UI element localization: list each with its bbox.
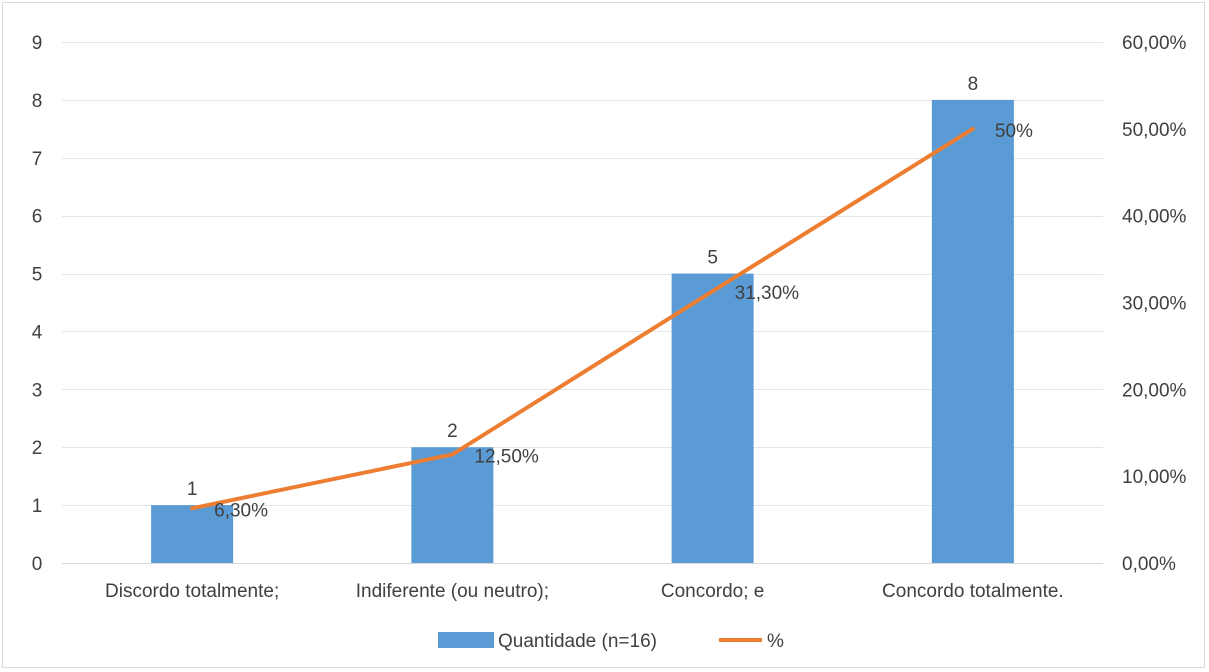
bar-data-labels: 1 2 5 8 — [187, 74, 978, 500]
right-axis-ticks: 0,00% 10,00% 20,00% 30,00% 40,00% 50,00% 60,00… — [1122, 33, 1187, 575]
left-tick-label: 7 — [32, 149, 43, 170]
legend-label-quantidade: Quantidade (n=16) — [498, 631, 657, 652]
right-tick-label: 0,00% — [1122, 554, 1176, 575]
left-axis-ticks: 0 1 2 3 4 5 6 7 8 9 — [32, 33, 43, 575]
left-tick-label: 5 — [32, 265, 43, 286]
right-tick-label: 20,00% — [1122, 380, 1187, 401]
legend: Quantidade (n=16) % — [438, 631, 784, 652]
left-tick-label: 0 — [32, 554, 43, 575]
right-tick-label: 30,00% — [1122, 294, 1187, 315]
bar-value-label: 8 — [968, 74, 979, 95]
line-value-label: 12,50% — [474, 446, 539, 467]
category-label: Discordo totalmente; — [105, 581, 279, 602]
line-value-label: 31,30% — [735, 283, 800, 304]
bar — [931, 99, 1014, 563]
bar-value-label: 5 — [707, 248, 718, 269]
category-label: Concordo; e — [661, 581, 765, 602]
right-tick-label: 50,00% — [1122, 120, 1187, 141]
right-tick-label: 40,00% — [1122, 207, 1187, 228]
left-tick-label: 4 — [32, 322, 43, 343]
right-tick-label: 60,00% — [1122, 33, 1187, 54]
line-value-label: 50% — [995, 121, 1033, 142]
legend-label-percent: % — [767, 631, 784, 652]
bar — [411, 447, 494, 563]
line-data-labels: 6,30% 12,50% 31,30% 50% — [214, 121, 1033, 521]
bar-series — [151, 99, 1014, 563]
bar — [151, 505, 234, 563]
line-value-label: 6,30% — [214, 500, 268, 521]
line-path — [190, 126, 975, 511]
left-tick-label: 8 — [32, 91, 43, 112]
bar-value-label: 1 — [187, 479, 198, 500]
gridlines — [62, 42, 1103, 564]
left-tick-label: 1 — [32, 496, 43, 517]
category-labels: Discordo totalmente; Indiferente (ou neut… — [105, 581, 1064, 602]
line-series — [190, 126, 975, 511]
bar — [671, 273, 754, 563]
category-label: Indiferente (ou neutro); — [356, 581, 549, 602]
left-tick-label: 3 — [32, 380, 43, 401]
right-tick-label: 10,00% — [1122, 467, 1187, 488]
left-tick-label: 2 — [32, 438, 43, 459]
legend-swatch-quantidade — [438, 632, 494, 648]
category-label: Concordo totalmente. — [882, 581, 1064, 602]
left-tick-label: 9 — [32, 33, 43, 54]
bar-value-label: 2 — [447, 421, 458, 442]
left-tick-label: 6 — [32, 207, 43, 228]
